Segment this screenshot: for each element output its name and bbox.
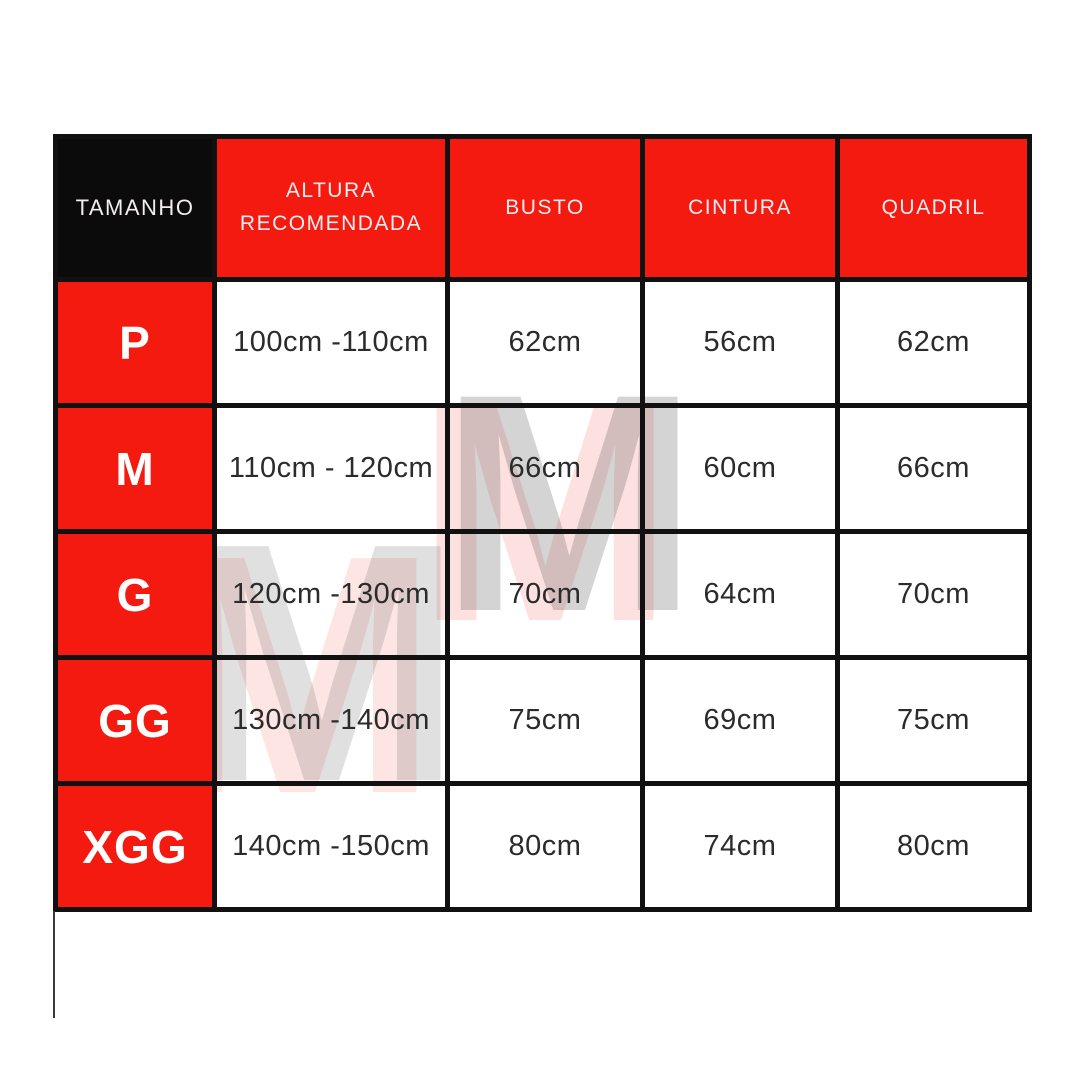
size-chart-table: TAMANHO ALTURA RECOMENDADA BUSTO CINTURA…	[53, 134, 1032, 912]
busto-value-xgg: 80cm	[445, 781, 645, 912]
quadril-value-xgg: 80cm	[835, 781, 1032, 912]
table-row-xgg: XGG 140cm -150cm 80cm 74cm 80cm	[53, 781, 1032, 912]
quadril-value-gg: 75cm	[835, 655, 1032, 786]
quadril-value-m: 66cm	[835, 403, 1032, 534]
cintura-value-xgg: 74cm	[640, 781, 840, 912]
table-row-g: G 120cm -130cm 70cm 64cm 70cm	[53, 529, 1032, 660]
size-label-gg: GG	[53, 655, 217, 786]
altura-value-m: 110cm - 120cm	[212, 403, 450, 534]
header-cell-altura-recomendada: ALTURA RECOMENDADA	[212, 134, 450, 282]
altura-value-xgg: 140cm -150cm	[212, 781, 450, 912]
cintura-value-gg: 69cm	[640, 655, 840, 786]
busto-value-p: 62cm	[445, 277, 645, 408]
busto-value-gg: 75cm	[445, 655, 645, 786]
table-row-gg: GG 130cm -140cm 75cm 69cm 75cm	[53, 655, 1032, 786]
table-row-p: P 100cm -110cm 62cm 56cm 62cm	[53, 277, 1032, 408]
busto-value-m: 66cm	[445, 403, 645, 534]
quadril-value-g: 70cm	[835, 529, 1032, 660]
table-row-m: M 110cm - 120cm 66cm 60cm 66cm	[53, 403, 1032, 534]
header-cell-busto: BUSTO	[445, 134, 645, 282]
header-cell-quadril: QUADRIL	[835, 134, 1032, 282]
cintura-value-p: 56cm	[640, 277, 840, 408]
size-label-p: P	[53, 277, 217, 408]
busto-value-g: 70cm	[445, 529, 645, 660]
size-label-xgg: XGG	[53, 781, 217, 912]
header-altura-line1: ALTURA	[285, 179, 377, 203]
header-row: TAMANHO ALTURA RECOMENDADA BUSTO CINTURA…	[53, 134, 1032, 282]
altura-value-gg: 130cm -140cm	[212, 655, 450, 786]
size-label-g: G	[53, 529, 217, 660]
header-cell-cintura: CINTURA	[640, 134, 840, 282]
quadril-value-p: 62cm	[835, 277, 1032, 408]
size-label-m: M	[53, 403, 217, 534]
cintura-value-g: 64cm	[640, 529, 840, 660]
altura-value-g: 120cm -130cm	[212, 529, 450, 660]
cintura-value-m: 60cm	[640, 403, 840, 534]
stray-vertical-line	[53, 911, 55, 1018]
header-cell-tamanho: TAMANHO	[53, 134, 217, 282]
altura-value-p: 100cm -110cm	[212, 277, 450, 408]
header-altura-line2: RECOMENDADA	[239, 212, 423, 235]
